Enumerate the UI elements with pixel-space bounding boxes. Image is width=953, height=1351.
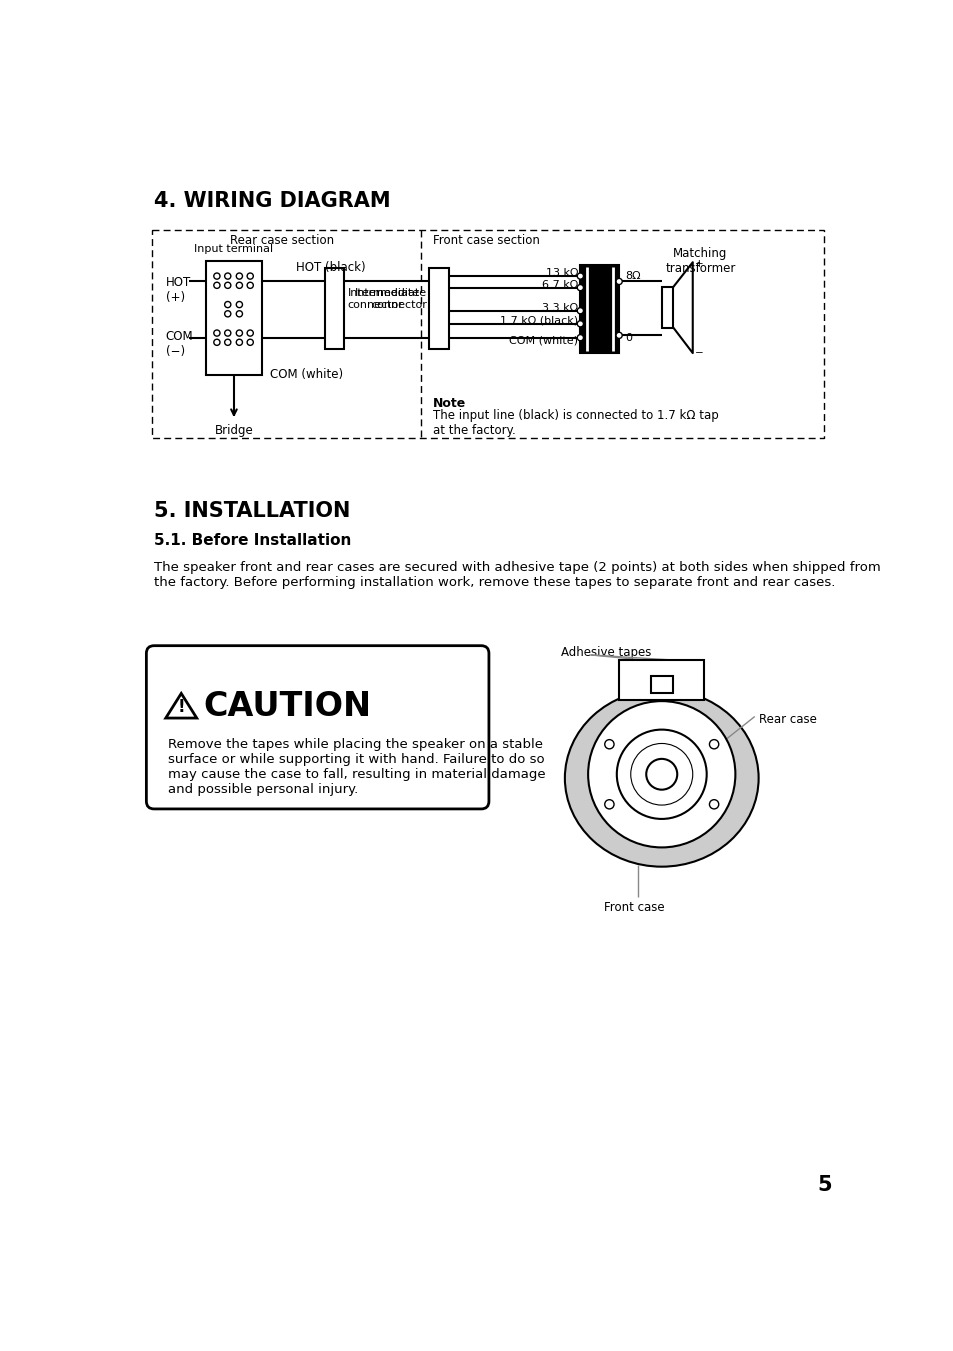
Circle shape xyxy=(213,273,220,280)
Text: The speaker front and rear cases are secured with adhesive tape (2 points) at bo: The speaker front and rear cases are sec… xyxy=(154,561,880,589)
Bar xyxy=(650,676,672,693)
Circle shape xyxy=(604,800,614,809)
Text: 8Ω: 8Ω xyxy=(624,272,640,281)
Text: 13 kΩ: 13 kΩ xyxy=(545,267,578,278)
Text: !: ! xyxy=(177,698,185,716)
Circle shape xyxy=(604,739,614,748)
Circle shape xyxy=(236,273,242,280)
Text: 4. WIRING DIAGRAM: 4. WIRING DIAGRAM xyxy=(154,192,391,211)
Circle shape xyxy=(213,339,220,346)
Text: Input terminal: Input terminal xyxy=(194,243,274,254)
Circle shape xyxy=(577,308,583,313)
Circle shape xyxy=(247,273,253,280)
Text: The input line (black) is connected to 1.7 kΩ tap
at the factory.: The input line (black) is connected to 1… xyxy=(433,408,719,436)
Text: COM
(−): COM (−) xyxy=(166,330,193,358)
Circle shape xyxy=(224,301,231,308)
Circle shape xyxy=(577,285,583,290)
FancyBboxPatch shape xyxy=(146,646,488,809)
Text: Intermediate
connector: Intermediate connector xyxy=(348,288,419,309)
Bar xyxy=(152,230,823,438)
Bar xyxy=(661,286,673,328)
Text: Front case section: Front case section xyxy=(433,234,539,247)
Text: 6.7 kΩ: 6.7 kΩ xyxy=(541,280,578,289)
Text: Rear case section: Rear case section xyxy=(230,234,334,247)
Circle shape xyxy=(616,332,621,339)
Bar xyxy=(206,261,261,374)
Text: 3.3 kΩ: 3.3 kΩ xyxy=(541,303,578,312)
Circle shape xyxy=(236,330,242,336)
Circle shape xyxy=(224,330,231,336)
Text: Intermediate
connector: Intermediate connector xyxy=(355,288,427,309)
Circle shape xyxy=(577,335,583,340)
Bar xyxy=(618,661,703,700)
Circle shape xyxy=(224,282,231,288)
Circle shape xyxy=(645,759,677,790)
Text: Front case: Front case xyxy=(603,901,664,915)
Circle shape xyxy=(224,339,231,346)
Text: −: − xyxy=(695,349,703,358)
Text: 5: 5 xyxy=(817,1174,831,1194)
Text: Adhesive tapes: Adhesive tapes xyxy=(560,646,651,659)
Circle shape xyxy=(577,273,583,280)
Text: HOT
(+): HOT (+) xyxy=(166,276,191,304)
Text: Bridge: Bridge xyxy=(214,424,253,436)
Circle shape xyxy=(247,330,253,336)
Circle shape xyxy=(236,339,242,346)
Text: HOT (black): HOT (black) xyxy=(295,261,365,274)
Circle shape xyxy=(236,301,242,308)
Text: +: + xyxy=(695,259,703,269)
Text: Remove the tapes while placing the speaker on a stable
surface or while supporti: Remove the tapes while placing the speak… xyxy=(168,738,545,796)
Circle shape xyxy=(709,800,718,809)
Text: Rear case: Rear case xyxy=(758,713,816,725)
Circle shape xyxy=(577,320,583,327)
Circle shape xyxy=(213,282,220,288)
Circle shape xyxy=(709,739,718,748)
Polygon shape xyxy=(166,693,196,719)
Circle shape xyxy=(213,330,220,336)
Text: CAUTION: CAUTION xyxy=(203,690,371,723)
Bar xyxy=(429,269,448,349)
Circle shape xyxy=(617,730,706,819)
Text: 5. INSTALLATION: 5. INSTALLATION xyxy=(154,501,350,521)
Ellipse shape xyxy=(564,689,758,867)
Bar xyxy=(579,265,618,353)
Text: Matching
transformer: Matching transformer xyxy=(664,247,735,274)
Circle shape xyxy=(247,282,253,288)
Circle shape xyxy=(587,701,735,847)
Circle shape xyxy=(616,278,621,285)
Text: COM (white): COM (white) xyxy=(509,336,578,346)
Circle shape xyxy=(236,311,242,317)
Text: 1.7 kΩ (black): 1.7 kΩ (black) xyxy=(499,316,578,326)
Circle shape xyxy=(236,282,242,288)
Circle shape xyxy=(224,273,231,280)
Circle shape xyxy=(247,339,253,346)
Text: 0: 0 xyxy=(624,332,632,343)
Bar xyxy=(324,269,344,349)
Circle shape xyxy=(224,311,231,317)
Text: 5.1. Before Installation: 5.1. Before Installation xyxy=(154,534,351,549)
Text: COM (white): COM (white) xyxy=(270,369,343,381)
Text: Note: Note xyxy=(433,397,466,409)
